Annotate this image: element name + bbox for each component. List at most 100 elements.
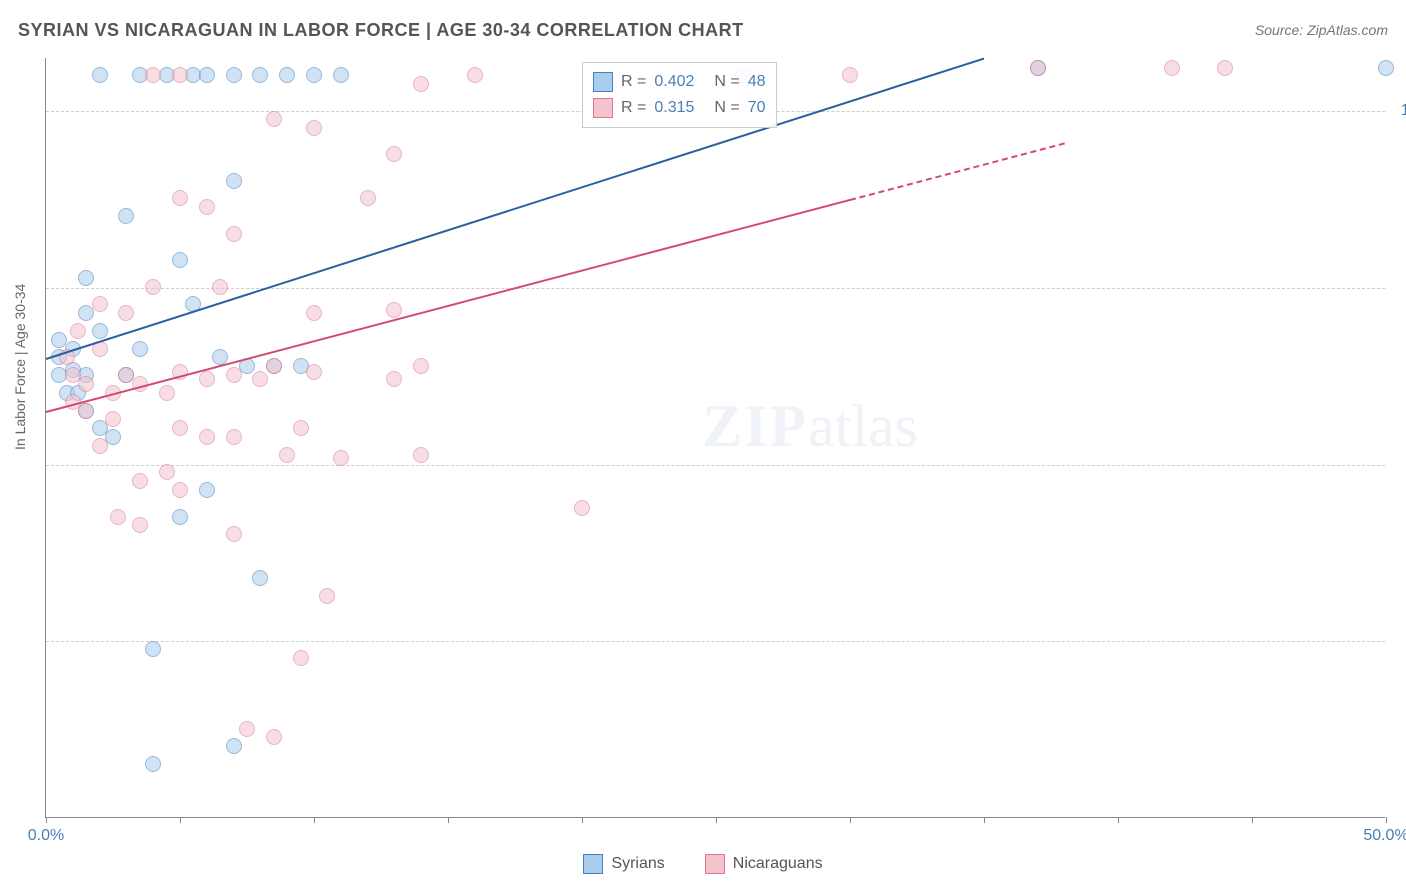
gridline-h [46, 465, 1385, 466]
data-point [1030, 60, 1046, 76]
data-point [333, 450, 349, 466]
trend-line [46, 199, 851, 413]
data-point [386, 146, 402, 162]
data-point [118, 305, 134, 321]
data-point [145, 641, 161, 657]
data-point [239, 721, 255, 737]
plot-area: ZIPatlas 70.0%80.0%90.0%100.0%0.0%50.0%R… [45, 58, 1385, 818]
x-tick [1118, 817, 1119, 823]
legend-swatch [705, 854, 725, 874]
watermark-light: atlas [808, 393, 918, 459]
legend-row: R =0.315N =70 [593, 95, 766, 121]
data-point [293, 650, 309, 666]
watermark: ZIPatlas [702, 392, 918, 461]
trend-line [850, 143, 1065, 201]
data-point [293, 420, 309, 436]
data-point [226, 429, 242, 445]
x-tick [716, 817, 717, 823]
data-point [386, 371, 402, 387]
data-point [212, 279, 228, 295]
data-point [92, 438, 108, 454]
data-point [145, 756, 161, 772]
data-point [319, 588, 335, 604]
data-point [105, 411, 121, 427]
data-point [172, 252, 188, 268]
data-point [132, 517, 148, 533]
legend-n-label: N = [714, 99, 739, 117]
x-tick-label: 0.0% [28, 827, 64, 845]
legend-label: Syrians [611, 855, 664, 873]
legend-swatch [593, 72, 613, 92]
data-point [105, 429, 121, 445]
data-point [252, 570, 268, 586]
y-tick-label: 100.0% [1401, 102, 1406, 120]
watermark-bold: ZIP [702, 393, 808, 459]
gridline-h [46, 288, 1385, 289]
data-point [70, 323, 86, 339]
chart-title: SYRIAN VS NICARAGUAN IN LABOR FORCE | AG… [18, 20, 744, 41]
data-point [172, 67, 188, 83]
data-point [413, 447, 429, 463]
data-point [574, 500, 590, 516]
x-tick [850, 817, 851, 823]
x-tick [448, 817, 449, 823]
data-point [145, 67, 161, 83]
x-tick [46, 817, 47, 823]
data-point [199, 371, 215, 387]
data-point [226, 67, 242, 83]
data-point [226, 526, 242, 542]
data-point [266, 358, 282, 374]
data-point [118, 208, 134, 224]
data-point [132, 341, 148, 357]
legend-r-value: 0.402 [654, 73, 694, 91]
data-point [226, 367, 242, 383]
legend-r-label: R = [621, 73, 646, 91]
legend-item: Nicaraguans [705, 854, 823, 874]
legend-label: Nicaraguans [733, 855, 823, 873]
data-point [266, 111, 282, 127]
legend-r-label: R = [621, 99, 646, 117]
data-point [78, 270, 94, 286]
trend-line [46, 58, 985, 360]
data-point [172, 509, 188, 525]
legend-n-value: 70 [748, 99, 766, 117]
data-point [842, 67, 858, 83]
data-point [226, 226, 242, 242]
data-point [413, 76, 429, 92]
legend-row: R =0.402N =48 [593, 69, 766, 95]
data-point [199, 199, 215, 215]
legend-swatch [593, 98, 613, 118]
data-point [132, 473, 148, 489]
data-point [78, 403, 94, 419]
data-point [92, 67, 108, 83]
data-point [279, 67, 295, 83]
data-point [145, 279, 161, 295]
legend-correlation: R =0.402N =48R =0.315N =70 [582, 62, 777, 128]
data-point [252, 67, 268, 83]
data-point [413, 358, 429, 374]
data-point [110, 509, 126, 525]
legend-n-label: N = [714, 73, 739, 91]
data-point [92, 296, 108, 312]
data-point [306, 67, 322, 83]
legend-bottom: Syrians Nicaraguans [0, 854, 1406, 874]
x-tick [984, 817, 985, 823]
x-tick [582, 817, 583, 823]
legend-item: Syrians [583, 854, 664, 874]
data-point [467, 67, 483, 83]
data-point [92, 323, 108, 339]
legend-swatch [583, 854, 603, 874]
data-point [159, 385, 175, 401]
data-point [306, 120, 322, 136]
data-point [172, 420, 188, 436]
data-point [333, 67, 349, 83]
x-tick-label: 50.0% [1363, 827, 1406, 845]
data-point [199, 429, 215, 445]
x-tick [314, 817, 315, 823]
data-point [159, 464, 175, 480]
data-point [78, 376, 94, 392]
x-tick [180, 817, 181, 823]
chart-source: Source: ZipAtlas.com [1255, 22, 1388, 38]
data-point [306, 364, 322, 380]
data-point [1164, 60, 1180, 76]
